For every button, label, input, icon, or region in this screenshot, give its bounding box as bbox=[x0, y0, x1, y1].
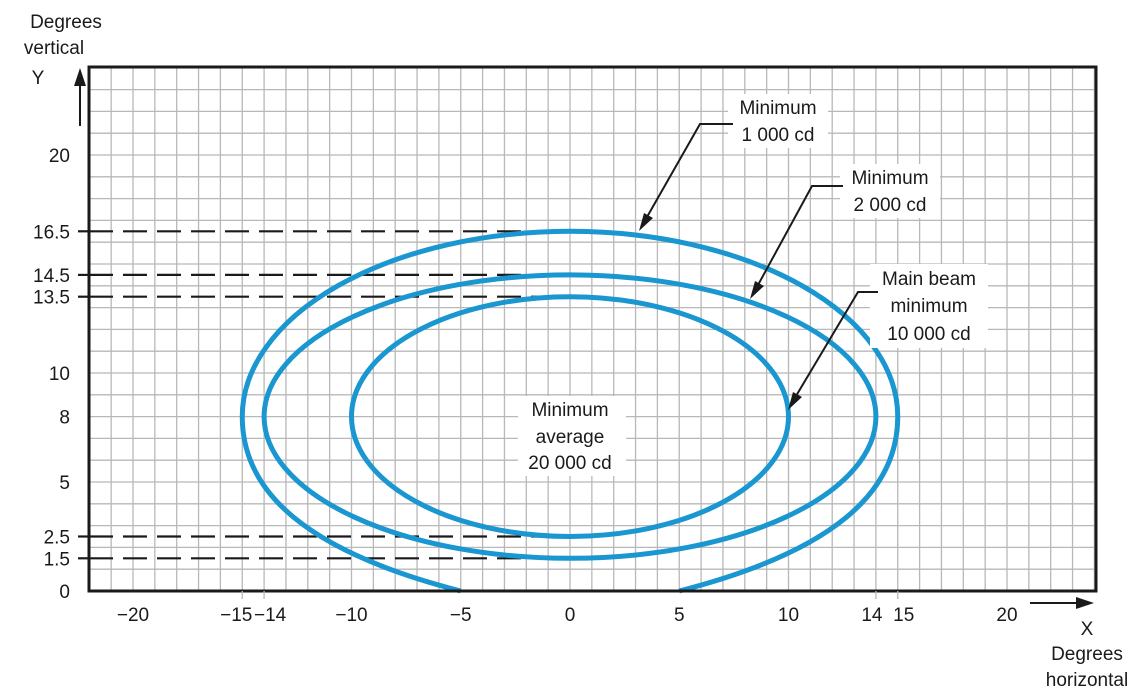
contour-10000cd bbox=[348, 294, 792, 539]
y-tick-label: 1.5 bbox=[44, 549, 70, 570]
plot-frame bbox=[87, 65, 1098, 593]
contour-2000cd bbox=[261, 272, 879, 561]
x-tick-label: 5 bbox=[674, 605, 685, 626]
callout-1000cd-line-2: 1 000 cd bbox=[742, 125, 815, 146]
x-tick-label: 0 bbox=[565, 605, 576, 626]
callout-1000cd-box bbox=[728, 94, 828, 148]
x-tick-labels: −20 −15 −14 −10 −5 0 5 10 14 15 20 bbox=[117, 591, 1018, 626]
center-label-line-1: Minimum bbox=[531, 400, 608, 421]
x-tick-label: 20 bbox=[996, 605, 1017, 626]
x-tick-label: 14 bbox=[861, 605, 883, 626]
x-axis-arrowhead bbox=[1076, 597, 1094, 609]
callout-10000cd-box bbox=[870, 264, 988, 348]
y-tick-label: 20 bbox=[49, 146, 70, 167]
x-axis-label-line-1: Degrees bbox=[1051, 644, 1123, 665]
y-axis-label-line-2: vertical bbox=[24, 38, 84, 59]
callout-1000cd-line-1: Minimum bbox=[739, 98, 816, 119]
x-tick-label: −15 bbox=[220, 605, 252, 626]
callout-2000cd-arrowhead bbox=[750, 281, 764, 299]
callout-10000cd-arrowhead bbox=[788, 392, 802, 410]
y-axis-label-line-1: Degrees bbox=[30, 12, 102, 33]
y-tick-label: 14.5 bbox=[33, 266, 70, 287]
callout-2000cd-pointer bbox=[757, 185, 843, 286]
x-axis-letter: X bbox=[1081, 619, 1094, 640]
callout-10000cd-line-2: minimum bbox=[890, 296, 967, 317]
x-tick-label: 15 bbox=[893, 605, 914, 626]
y-tick-label: 16.5 bbox=[33, 222, 70, 243]
y-tick-label: 8 bbox=[59, 408, 70, 429]
y-tick-label: 10 bbox=[49, 364, 70, 385]
callout-1000cd-arrowhead bbox=[639, 213, 653, 231]
callout-2000cd-line-1: Minimum bbox=[851, 168, 928, 189]
callout-2000cd-line-2: 2 000 cd bbox=[854, 195, 927, 216]
callout-10000cd-line-3: 10 000 cd bbox=[887, 324, 970, 345]
guide-lines bbox=[89, 230, 560, 560]
x-tick-label: −14 bbox=[254, 605, 287, 626]
y-tick-labels: 20 16.5 14.513.5 10 8 5 2.51.5 0 bbox=[33, 146, 89, 603]
center-label-line-3: 20 000 cd bbox=[528, 453, 611, 474]
y-tick-label: 2.5 bbox=[44, 528, 70, 549]
callout-2000cd-box bbox=[840, 164, 940, 218]
contour-1000cd bbox=[239, 228, 901, 594]
y-axis-arrowhead bbox=[74, 68, 86, 86]
y-tick-label: 5 bbox=[59, 473, 70, 494]
x-tick-label: 10 bbox=[778, 605, 799, 626]
contour-curves bbox=[239, 228, 901, 594]
y-axis-letter: Y bbox=[32, 68, 45, 89]
x-tick-label: −10 bbox=[335, 605, 367, 626]
x-axis-label-line-2: horizontal bbox=[1046, 670, 1128, 691]
y-tick-label: 13.5 bbox=[33, 288, 70, 309]
center-label-line-2: average bbox=[536, 427, 605, 448]
center-label-box bbox=[518, 396, 626, 476]
y-tick-label: 0 bbox=[59, 582, 70, 603]
x-tick-label: −20 bbox=[117, 605, 149, 626]
callout-1000cd-pointer bbox=[646, 123, 733, 218]
callout-10000cd-line-1: Main beam bbox=[882, 269, 976, 290]
callout-10000cd-pointer bbox=[795, 291, 878, 397]
x-tick-label: −5 bbox=[450, 605, 472, 626]
